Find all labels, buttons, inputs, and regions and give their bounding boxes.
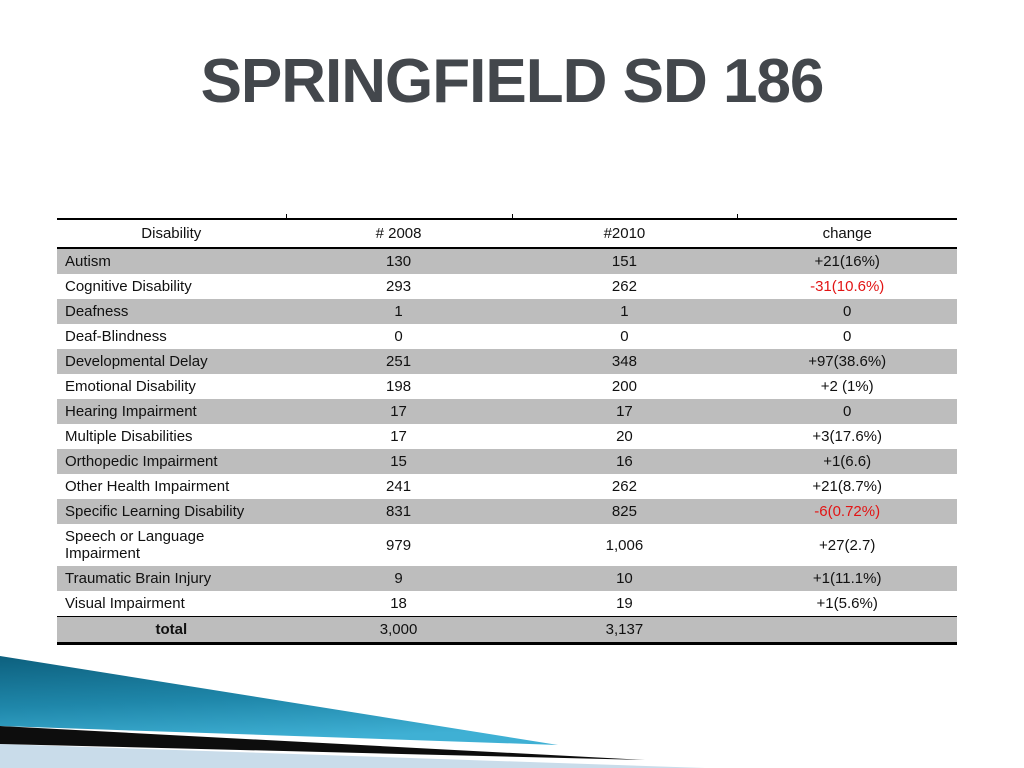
cell: 0 bbox=[737, 399, 957, 424]
cell: Developmental Delay bbox=[57, 349, 286, 374]
cell: +97(38.6%) bbox=[737, 349, 957, 374]
cell: +3(17.6%) bbox=[737, 424, 957, 449]
cell: Speech or Language Impairment bbox=[57, 524, 286, 566]
cell: 262 bbox=[511, 474, 738, 499]
cell: 262 bbox=[511, 274, 738, 299]
slide-title: SPRINGFIELD SD 186 bbox=[200, 47, 825, 116]
cell: 0 bbox=[737, 324, 957, 349]
column-tick bbox=[511, 214, 513, 219]
column-tick bbox=[737, 214, 739, 219]
cell: Multiple Disabilities bbox=[57, 424, 286, 449]
cell: total bbox=[57, 616, 286, 645]
table-row: Visual Impairment 18 19 +1(5.6%) bbox=[57, 591, 957, 617]
header-cell-2: #2010 bbox=[511, 218, 738, 249]
cell: 15 bbox=[285, 449, 512, 474]
cell: Traumatic Brain Injury bbox=[57, 566, 286, 591]
cell: 151 bbox=[511, 248, 738, 274]
table-row: Hearing Impairment 17 17 0 bbox=[57, 399, 957, 424]
cell: 20 bbox=[511, 424, 738, 449]
cell: 979 bbox=[285, 524, 512, 566]
cell: 1,006 bbox=[511, 524, 738, 566]
table-row: Cognitive Disability 293 262 -31(10.6%) bbox=[57, 274, 957, 299]
cell: 16 bbox=[511, 449, 738, 474]
cell: Hearing Impairment bbox=[57, 399, 286, 424]
cell: 200 bbox=[511, 374, 738, 399]
cell: +1(5.6%) bbox=[737, 591, 957, 617]
cell: 293 bbox=[285, 274, 512, 299]
decoration-teal-wedge bbox=[0, 656, 558, 745]
cell: Emotional Disability bbox=[57, 374, 286, 399]
table-row: Multiple Disabilities 17 20 +3(17.6%) bbox=[57, 424, 957, 449]
column-tick bbox=[285, 214, 287, 219]
header-cell-1: # 2008 bbox=[285, 218, 512, 249]
total-row: total 3,000 3,137 bbox=[57, 616, 957, 645]
cell: 1 bbox=[511, 299, 738, 324]
header-cell-3: change bbox=[737, 218, 957, 249]
cell: 10 bbox=[511, 566, 738, 591]
table-row: Autism 130 151 +21(16%) bbox=[57, 248, 957, 274]
table-row: Other Health Impairment 241 262 +21(8.7%) bbox=[57, 474, 957, 499]
bottom-decoration bbox=[0, 656, 705, 768]
table-row: Deafness 1 1 0 bbox=[57, 299, 957, 324]
cell: -31(10.6%) bbox=[737, 274, 957, 299]
cell: 130 bbox=[285, 248, 512, 274]
table-container: Disability # 2008 #2010 change Autism 130 151… bbox=[57, 214, 957, 645]
table-header-row: Disability # 2008 #2010 change bbox=[57, 218, 957, 249]
cell: 251 bbox=[285, 349, 512, 374]
cell: +1(6.6) bbox=[737, 449, 957, 474]
cell: 198 bbox=[285, 374, 512, 399]
table-row: Specific Learning Disability 831 825 -6(0.7… bbox=[57, 499, 957, 524]
cell: 17 bbox=[511, 399, 738, 424]
cell: Orthopedic Impairment bbox=[57, 449, 286, 474]
cell: 19 bbox=[511, 591, 738, 617]
table-row: Emotional Disability 198 200 +2 (1%) bbox=[57, 374, 957, 399]
cell: 17 bbox=[285, 399, 512, 424]
cell: 18 bbox=[285, 591, 512, 617]
cell: +27(2.7) bbox=[737, 524, 957, 566]
cell bbox=[737, 616, 957, 645]
cell: +2 (1%) bbox=[737, 374, 957, 399]
table-row: Speech or Language Impairment 979 1,006 +27… bbox=[57, 524, 957, 566]
cell: 0 bbox=[511, 324, 738, 349]
table-row: Deaf-Blindness 0 0 0 bbox=[57, 324, 957, 349]
cell: Deafness bbox=[57, 299, 286, 324]
cell: Other Health Impairment bbox=[57, 474, 286, 499]
cell: 3,000 bbox=[285, 616, 512, 645]
table-row: Developmental Delay 251 348 +97(38.6%) bbox=[57, 349, 957, 374]
table-row: Orthopedic Impairment 15 16 +1(6.6) bbox=[57, 449, 957, 474]
decoration-black-wedge bbox=[0, 726, 645, 760]
disability-table: Disability # 2008 #2010 change Autism 130 151… bbox=[57, 218, 957, 645]
decoration-pale-blue-wedge bbox=[0, 744, 705, 768]
cell: -6(0.72%) bbox=[737, 499, 957, 524]
cell: 825 bbox=[511, 499, 738, 524]
cell: Visual Impairment bbox=[57, 591, 286, 617]
table-row: Traumatic Brain Injury 9 10 +1(11.1%) bbox=[57, 566, 957, 591]
cell: +21(16%) bbox=[737, 248, 957, 274]
cell: Deaf-Blindness bbox=[57, 324, 286, 349]
cell: Cognitive Disability bbox=[57, 274, 286, 299]
cell: +1(11.1%) bbox=[737, 566, 957, 591]
cell: 0 bbox=[285, 324, 512, 349]
cell: 3,137 bbox=[511, 616, 738, 645]
cell: 348 bbox=[511, 349, 738, 374]
cell: 1 bbox=[285, 299, 512, 324]
cell: 241 bbox=[285, 474, 512, 499]
cell: +21(8.7%) bbox=[737, 474, 957, 499]
cell: 831 bbox=[285, 499, 512, 524]
cell: Specific Learning Disability bbox=[57, 499, 286, 524]
cell: Autism bbox=[57, 248, 286, 274]
header-cell-0: Disability bbox=[57, 218, 286, 249]
cell: 0 bbox=[737, 299, 957, 324]
cell: 9 bbox=[285, 566, 512, 591]
cell: 17 bbox=[285, 424, 512, 449]
